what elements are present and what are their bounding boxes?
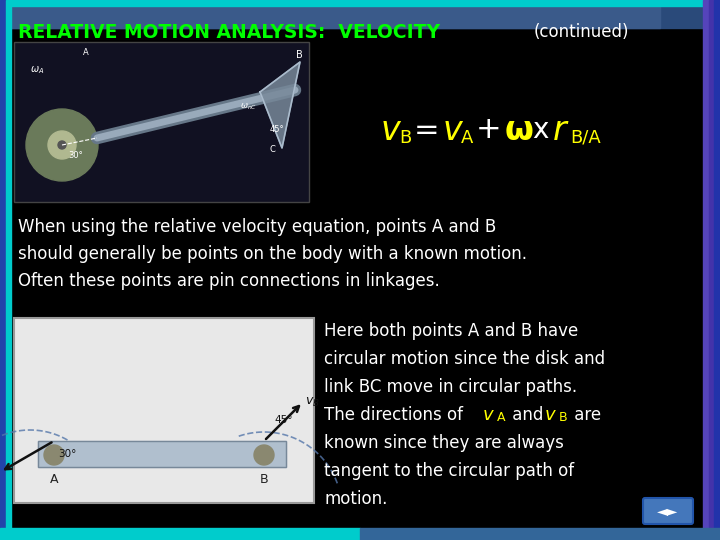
Text: $\mathit{v}$: $\mathit{v}$ <box>442 113 464 146</box>
Bar <box>38 441 286 467</box>
Text: 30°: 30° <box>68 151 83 160</box>
Text: C: C <box>270 145 276 154</box>
Text: +: + <box>476 116 502 145</box>
Text: motion.: motion. <box>324 490 387 508</box>
Text: Often these points are pin connections in linkages.: Often these points are pin connections i… <box>18 272 440 290</box>
Bar <box>709 0 714 540</box>
Bar <box>14 42 309 202</box>
Text: RELATIVE MOTION ANALYSIS:  VELOCITY: RELATIVE MOTION ANALYSIS: VELOCITY <box>18 23 440 42</box>
Bar <box>0 0 720 6</box>
Text: $\mathit{r}$: $\mathit{r}$ <box>552 113 570 146</box>
Text: are: are <box>569 406 601 424</box>
Text: circular motion since the disk and: circular motion since the disk and <box>324 350 605 368</box>
Circle shape <box>44 445 64 465</box>
Text: (continued): (continued) <box>534 23 629 41</box>
Polygon shape <box>260 62 300 148</box>
Text: $\omega_{nC}$: $\omega_{nC}$ <box>240 101 257 111</box>
Bar <box>0 528 360 540</box>
Bar <box>0 6 660 28</box>
Text: known since they are always: known since they are always <box>324 434 564 452</box>
Circle shape <box>254 445 274 465</box>
Text: should generally be points on the body with a known motion.: should generally be points on the body w… <box>18 245 527 263</box>
Bar <box>38 441 286 467</box>
Bar <box>0 0 720 28</box>
Text: $\mathbf{\omega}$: $\mathbf{\omega}$ <box>504 113 534 146</box>
Text: 45°: 45° <box>274 415 292 425</box>
Bar <box>14 318 314 503</box>
Text: $\mathit{v}$: $\mathit{v}$ <box>380 113 402 146</box>
FancyBboxPatch shape <box>643 498 693 524</box>
Text: A: A <box>497 411 505 424</box>
Text: link BC move in circular paths.: link BC move in circular paths. <box>324 378 577 396</box>
Text: A: A <box>461 129 473 147</box>
Circle shape <box>26 109 98 181</box>
Text: The directions of: The directions of <box>324 406 468 424</box>
Bar <box>6 0 11 540</box>
Text: 30°: 30° <box>58 449 76 459</box>
Text: $\mathit{v}$: $\mathit{v}$ <box>482 406 495 424</box>
Text: B: B <box>559 411 567 424</box>
Bar <box>360 528 720 540</box>
Bar <box>714 0 720 540</box>
Text: tangent to the circular path of: tangent to the circular path of <box>324 462 574 480</box>
Bar <box>0 0 6 540</box>
Text: x: x <box>532 116 549 144</box>
Text: Here both points A and B have: Here both points A and B have <box>324 322 578 340</box>
Text: 45°: 45° <box>270 125 284 134</box>
Circle shape <box>58 141 66 149</box>
Text: and: and <box>507 406 549 424</box>
Text: B: B <box>296 50 302 60</box>
Text: B/A: B/A <box>570 129 600 147</box>
Text: $v_B$: $v_B$ <box>305 396 320 409</box>
Text: ◄►: ◄► <box>657 504 679 518</box>
Text: A: A <box>83 48 89 57</box>
Text: B: B <box>260 473 269 486</box>
Text: B: B <box>399 129 411 147</box>
Circle shape <box>48 131 76 159</box>
Text: $\omega_A$: $\omega_A$ <box>30 64 45 76</box>
Text: =: = <box>414 116 440 145</box>
Text: A: A <box>50 473 58 486</box>
Text: When using the relative velocity equation, points A and B: When using the relative velocity equatio… <box>18 218 496 236</box>
Bar <box>703 0 709 540</box>
Text: $\mathit{v}$: $\mathit{v}$ <box>544 406 557 424</box>
